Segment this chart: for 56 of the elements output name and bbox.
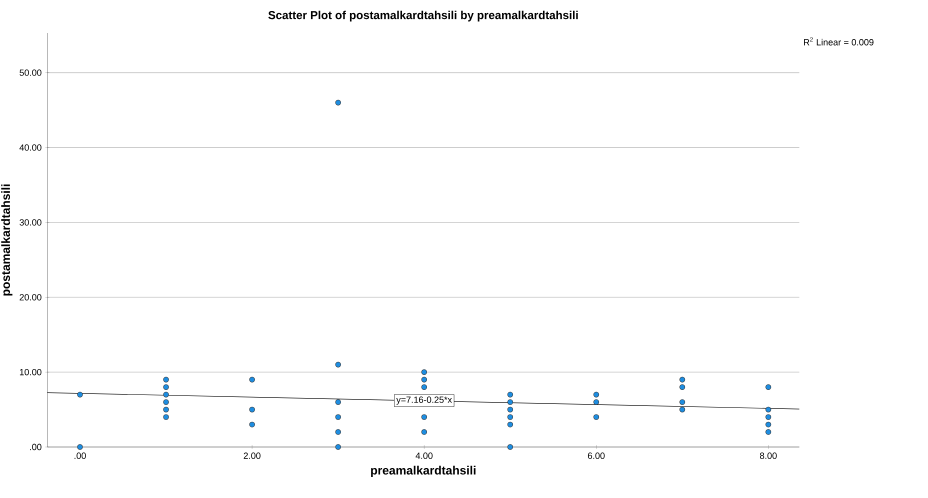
y-tick-label: 30.00	[20, 219, 42, 226]
point	[77, 392, 83, 398]
point	[507, 392, 514, 398]
point	[421, 369, 428, 375]
point	[679, 376, 686, 382]
point	[507, 399, 514, 405]
point	[335, 429, 341, 435]
text: R$^{2}$ Linear = 0.009	[804, 37, 874, 46]
y-tick-label: 20.00	[20, 294, 42, 300]
y-tick-label: 50.00	[20, 69, 42, 76]
annotation: y=7.16-0.25*x	[396, 396, 452, 405]
point	[163, 376, 169, 382]
point	[679, 399, 686, 405]
point	[765, 422, 772, 428]
y-tick-label: 10.00	[20, 368, 42, 376]
x-tick-label: 2.00	[244, 452, 260, 459]
point	[335, 444, 341, 450]
point	[593, 399, 600, 405]
point	[163, 406, 169, 412]
point	[679, 406, 686, 412]
x-tick-label: 4.00	[416, 452, 433, 459]
point	[249, 406, 255, 412]
point	[77, 444, 83, 450]
point	[335, 414, 341, 420]
point	[163, 392, 169, 398]
point	[421, 384, 428, 390]
point	[163, 384, 169, 390]
point	[507, 422, 514, 428]
point	[679, 384, 686, 390]
point	[507, 406, 514, 412]
point	[507, 414, 514, 420]
point	[421, 414, 428, 420]
point	[335, 100, 341, 106]
y-tick-label: 40.00	[19, 144, 42, 151]
x-tick-label: .00	[74, 452, 86, 459]
point	[765, 384, 772, 390]
point	[507, 444, 514, 450]
x-tick-label: 8.00	[760, 452, 777, 459]
point	[163, 414, 169, 420]
point	[163, 399, 169, 405]
y-tick-label: .00	[30, 444, 42, 450]
point	[421, 429, 428, 435]
point	[249, 422, 255, 428]
x-tick-label: 6.00	[588, 452, 605, 459]
point	[593, 414, 600, 420]
x-axis-title: preamalkardtahsili	[371, 466, 476, 477]
point	[421, 376, 428, 382]
point	[765, 406, 772, 412]
point	[593, 392, 600, 398]
point	[335, 399, 341, 405]
chart-title: Scatter Plot of postamalkardtahsili by preamalkardtahsili	[268, 10, 578, 22]
point	[335, 362, 341, 368]
y-axis-title: postamalkardtahsili	[1, 184, 12, 296]
point	[249, 376, 255, 382]
point	[765, 429, 772, 435]
point	[765, 414, 772, 420]
